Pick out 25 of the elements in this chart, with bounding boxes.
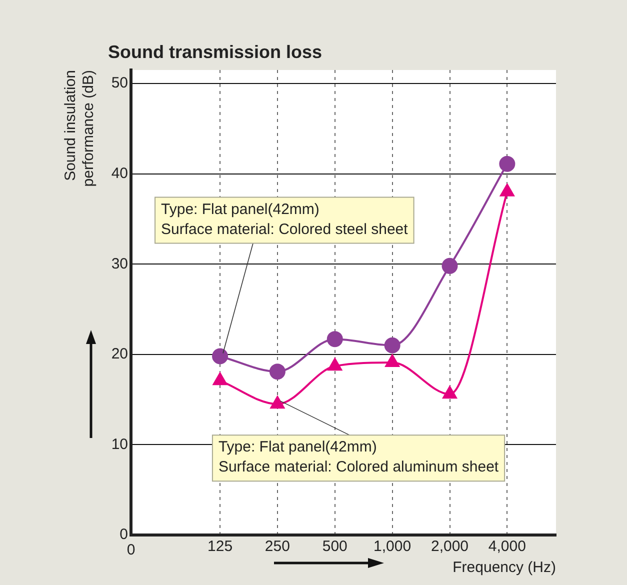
y-tick-label: 0	[120, 526, 128, 544]
y-tick-label: 30	[111, 255, 128, 272]
point	[442, 385, 458, 399]
point	[327, 357, 343, 371]
x-tick-label: 2,000	[430, 538, 469, 556]
x-axis-title: Frequency (Hz)	[452, 559, 556, 576]
x-tick-label: 1,000	[374, 538, 412, 556]
point	[384, 337, 400, 354]
point	[270, 395, 286, 409]
point	[499, 156, 516, 172]
y-axis-title: Sound insulation performance (dB)	[62, 70, 98, 187]
annotation: Type: Flat panel(42mm) Surface material: Colored aluminum sheet	[218, 438, 500, 476]
point	[442, 258, 458, 274]
y-tick-label: 10	[111, 436, 128, 453]
x-tick-label: 250	[264, 538, 290, 556]
x-tick-label: 500	[322, 538, 348, 556]
y-tick-label: 40	[111, 164, 128, 182]
chart-title: Sound transmission loss	[108, 42, 322, 63]
x-tick-label: 125	[208, 538, 233, 556]
point	[212, 372, 228, 386]
point	[384, 354, 400, 368]
annotation: Type: Flat panel(42mm) Surface material: Colored steel sheet	[161, 200, 409, 238]
y-tick-label: 50	[111, 74, 128, 92]
x-tick-label: 4,000	[488, 538, 526, 556]
y-tick-label: 20	[111, 346, 128, 363]
